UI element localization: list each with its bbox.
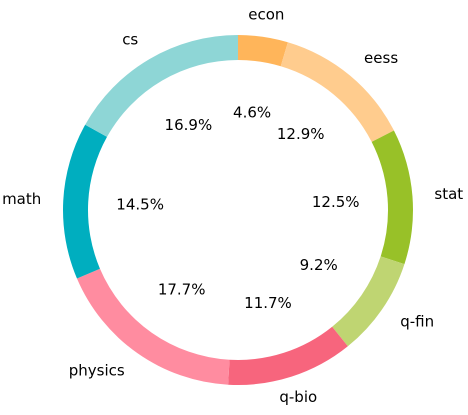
- slice-eess: [280, 42, 394, 142]
- slice-label-econ: econ: [248, 6, 284, 24]
- slice-q-bio: [228, 326, 348, 385]
- slice-percent-q-bio: 11.7%: [244, 294, 292, 312]
- slice-econ: [238, 35, 288, 67]
- slice-cs: [85, 35, 238, 137]
- slice-label-cs: cs: [122, 31, 138, 49]
- slice-percent-eess: 12.9%: [277, 125, 325, 143]
- slice-percent-q-fin: 9.2%: [300, 256, 338, 274]
- slice-percent-math: 14.5%: [116, 195, 164, 213]
- slice-label-q-bio: q-bio: [279, 388, 317, 406]
- slice-q-fin: [332, 256, 405, 347]
- slice-label-stat: stat: [434, 185, 463, 203]
- slice-label-q-fin: q-fin: [400, 312, 434, 330]
- slice-percent-cs: 16.9%: [165, 116, 213, 134]
- slice-label-eess: eess: [364, 49, 398, 67]
- slice-stat: [371, 130, 413, 265]
- slice-percent-econ: 4.6%: [233, 104, 271, 122]
- slice-math: [62, 124, 108, 279]
- slice-percent-stat: 12.5%: [312, 193, 360, 211]
- slice-percent-physics: 17.7%: [158, 281, 206, 299]
- slice-label-physics: physics: [69, 362, 125, 380]
- slice-physics: [76, 268, 230, 385]
- slice-label-math: math: [2, 190, 41, 208]
